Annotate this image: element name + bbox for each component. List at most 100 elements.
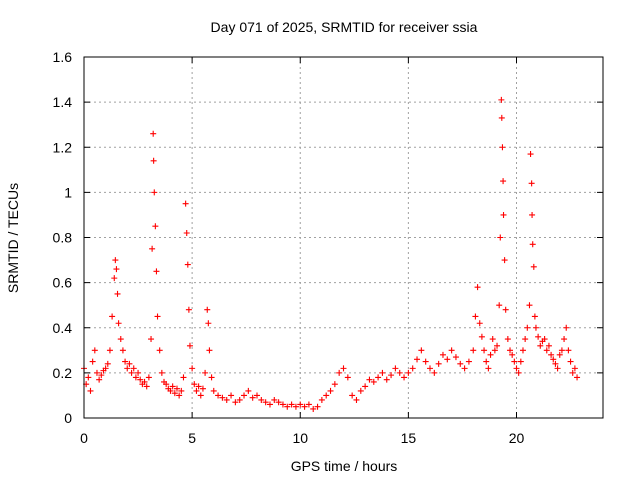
axis-ticks: 0 5 10 15 20 0 0.2 0.4 0.6 0.8 1 1.2 1.4 1.6 bbox=[53, 49, 603, 446]
data-point bbox=[124, 365, 131, 372]
data-point bbox=[305, 401, 312, 408]
plot-frame bbox=[83, 56, 604, 419]
data-point bbox=[435, 360, 442, 367]
data-point bbox=[178, 387, 185, 394]
data-point bbox=[509, 351, 516, 358]
data-point bbox=[241, 392, 248, 399]
data-point bbox=[474, 284, 481, 291]
data-point bbox=[558, 347, 565, 354]
data-point bbox=[279, 401, 286, 408]
data-point bbox=[236, 396, 243, 403]
data-point bbox=[193, 387, 200, 394]
data-point bbox=[496, 302, 503, 309]
y-tick-label: 0 bbox=[64, 410, 72, 426]
data-point bbox=[87, 387, 94, 394]
data-point bbox=[197, 392, 204, 399]
data-point bbox=[195, 383, 202, 390]
data-point bbox=[223, 396, 230, 403]
data-point bbox=[117, 336, 124, 343]
data-point bbox=[483, 358, 490, 365]
data-point bbox=[137, 376, 144, 383]
data-point bbox=[141, 378, 148, 385]
data-point bbox=[414, 356, 421, 363]
data-point bbox=[487, 351, 494, 358]
data-point bbox=[392, 365, 399, 372]
y-tick-label: 1.2 bbox=[53, 139, 73, 155]
data-point bbox=[215, 392, 222, 399]
data-point bbox=[548, 351, 555, 358]
data-point bbox=[336, 369, 343, 376]
x-tick-label: 0 bbox=[80, 430, 88, 446]
data-point bbox=[327, 387, 334, 394]
data-point bbox=[145, 374, 152, 381]
y-tick-label: 1.4 bbox=[53, 94, 73, 110]
chart-title: Day 071 of 2025, SRMTID for receiver ssi… bbox=[211, 19, 478, 35]
data-point bbox=[85, 374, 92, 381]
data-point bbox=[245, 387, 252, 394]
data-point bbox=[89, 358, 96, 365]
data-point bbox=[122, 358, 129, 365]
data-point bbox=[401, 374, 408, 381]
data-point bbox=[204, 306, 211, 313]
data-point bbox=[150, 130, 157, 137]
data-point bbox=[498, 96, 505, 103]
data-point bbox=[228, 392, 235, 399]
data-point bbox=[284, 403, 291, 410]
data-point bbox=[202, 369, 209, 376]
data-point bbox=[344, 374, 351, 381]
data-point bbox=[375, 374, 382, 381]
data-point bbox=[112, 257, 119, 264]
data-points bbox=[81, 96, 581, 412]
y-tick-label: 0.6 bbox=[53, 275, 73, 291]
data-point bbox=[565, 347, 572, 354]
data-point bbox=[132, 374, 139, 381]
data-point bbox=[567, 358, 574, 365]
data-point bbox=[115, 320, 122, 327]
data-point bbox=[554, 365, 561, 372]
data-point bbox=[511, 358, 518, 365]
data-point bbox=[206, 347, 213, 354]
data-point bbox=[353, 396, 360, 403]
data-point bbox=[205, 320, 212, 327]
data-point bbox=[427, 365, 433, 372]
data-point bbox=[550, 356, 557, 363]
data-point bbox=[396, 369, 403, 376]
data-point bbox=[383, 376, 390, 383]
data-point bbox=[569, 369, 576, 376]
data-point bbox=[532, 324, 539, 331]
data-point bbox=[529, 241, 536, 248]
data-point bbox=[531, 313, 538, 320]
data-point bbox=[494, 342, 501, 349]
data-point bbox=[481, 347, 488, 354]
data-point bbox=[113, 266, 120, 273]
data-point bbox=[114, 290, 121, 297]
data-point bbox=[135, 369, 142, 376]
data-point bbox=[126, 360, 133, 367]
data-point bbox=[173, 385, 180, 392]
data-point bbox=[500, 211, 507, 218]
x-tick-label: 15 bbox=[401, 430, 417, 446]
data-point bbox=[152, 223, 159, 230]
data-point bbox=[513, 365, 520, 372]
data-point bbox=[362, 383, 369, 390]
y-tick-label: 0.2 bbox=[53, 365, 73, 381]
data-point bbox=[176, 392, 183, 399]
data-point bbox=[349, 392, 356, 399]
data-point bbox=[491, 347, 498, 354]
data-point bbox=[106, 347, 113, 354]
data-point bbox=[275, 399, 282, 406]
data-point bbox=[102, 365, 109, 372]
data-point bbox=[470, 347, 477, 354]
data-point bbox=[158, 369, 165, 376]
y-tick-label: 0.4 bbox=[53, 320, 73, 336]
data-point bbox=[526, 302, 533, 309]
data-point bbox=[485, 365, 492, 372]
data-point bbox=[461, 365, 468, 372]
data-point bbox=[301, 403, 308, 410]
data-point bbox=[151, 189, 158, 196]
data-point bbox=[528, 180, 535, 187]
data-point bbox=[574, 374, 581, 381]
data-point bbox=[500, 178, 507, 185]
data-point bbox=[439, 351, 446, 358]
data-point bbox=[150, 157, 157, 164]
